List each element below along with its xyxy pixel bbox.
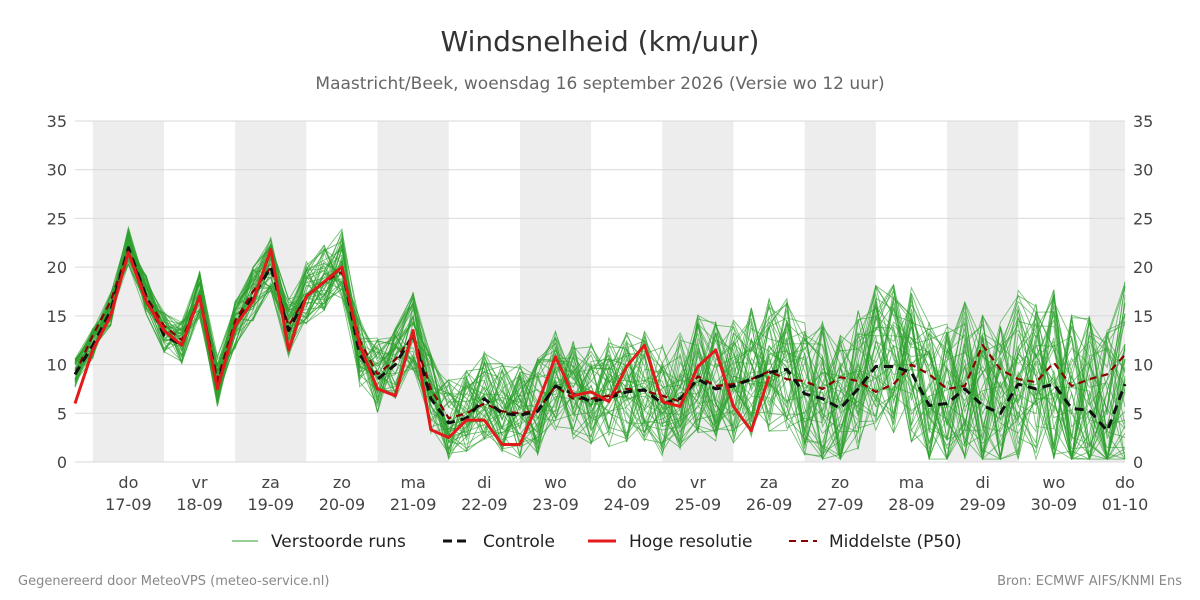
footer-generated-by: Gegenereerd door MeteoVPS (meteo-service…	[18, 574, 329, 589]
x-tick-date: 26-09	[746, 495, 793, 514]
x-tick-date: 29-09	[959, 495, 1006, 514]
ensemble-run-line	[74, 243, 1126, 461]
x-axis: do 17-09 vr 18-09 za 19-09 zo 20-09 ma 21-09 di 22-…	[105, 473, 1148, 514]
footer-source: Bron: ECMWF AIFS/KNMI Ens	[997, 574, 1182, 589]
x-tick-date: 21-09	[390, 495, 437, 514]
legend-label-control: Controle	[483, 532, 555, 552]
x-tick-date: 19-09	[248, 495, 295, 514]
x-tick-date: 20-09	[319, 495, 366, 514]
x-tick-weekday: do	[1115, 473, 1135, 492]
x-tick-date: 18-09	[176, 495, 223, 514]
x-tick-weekday: zo	[831, 473, 849, 492]
y-tick-label-right: 10	[1133, 356, 1153, 375]
x-tick-weekday: wo	[544, 473, 567, 492]
y-tick-label-left: 35	[47, 112, 67, 131]
x-tick-date: 27-09	[817, 495, 864, 514]
y-tick-label-right: 5	[1133, 404, 1143, 423]
x-tick-date: 28-09	[888, 495, 935, 514]
series-line-control	[73, 246, 1127, 433]
x-tick-weekday: di	[477, 473, 492, 492]
y-tick-label-left: 5	[57, 404, 67, 423]
y-tick-label-left: 0	[57, 453, 67, 472]
legend-label-perturbed: Verstoorde runs	[271, 532, 406, 552]
chart-subtitle: Maastricht/Beek, woensdag 16 september 2…	[315, 74, 884, 94]
y-tick-label-right: 30	[1133, 161, 1153, 180]
main-series	[73, 246, 1127, 446]
y-tick-label-left: 10	[47, 356, 67, 375]
x-tick-date: 17-09	[105, 495, 152, 514]
x-tick-weekday: za	[262, 473, 280, 492]
ensemble-run-line	[74, 247, 1126, 461]
y-tick-label-right: 0	[1133, 453, 1143, 472]
day-band	[92, 121, 164, 462]
y-tick-label-right: 20	[1133, 258, 1153, 277]
legend-label-high-res: Hoge resolutie	[629, 532, 753, 552]
y-tick-label-right: 15	[1133, 307, 1153, 326]
y-axis-right: 0 5 10 15 20 25 30 35	[1133, 112, 1153, 472]
ensemble-run-line	[74, 243, 1126, 460]
legend: Verstoorde runs Controle Hoge resolutie …	[232, 532, 962, 552]
x-tick-weekday: za	[760, 473, 778, 492]
x-tick-date: 23-09	[532, 495, 579, 514]
chart-title: Windsnelheid (km/uur)	[441, 25, 760, 58]
y-tick-label-right: 35	[1133, 112, 1153, 131]
legend-label-median: Middelste (P50)	[829, 532, 962, 552]
y-axis-left: 0 5 10 15 20 25 30 35	[47, 112, 67, 472]
ensemble-runs	[74, 225, 1126, 461]
y-tick-label-left: 25	[47, 209, 67, 228]
y-tick-label-right: 25	[1133, 209, 1153, 228]
series-line-median	[73, 248, 1126, 420]
ensemble-run-line	[74, 234, 1126, 460]
x-tick-weekday: do	[118, 473, 138, 492]
series-line-high-res	[73, 248, 771, 446]
x-tick-date: 22-09	[461, 495, 508, 514]
y-tick-label-left: 15	[47, 307, 67, 326]
x-tick-weekday: vr	[690, 473, 706, 492]
y-tick-label-left: 30	[47, 161, 67, 180]
ensemble-run-line	[74, 234, 1126, 460]
x-tick-weekday: zo	[333, 473, 351, 492]
x-tick-date: 24-09	[603, 495, 650, 514]
x-tick-weekday: vr	[192, 473, 208, 492]
x-tick-date: 01-10	[1102, 495, 1149, 514]
x-tick-weekday: ma	[899, 473, 924, 492]
y-tick-label-left: 20	[47, 258, 67, 277]
x-tick-date: 30-09	[1031, 495, 1078, 514]
x-tick-date: 25-09	[675, 495, 722, 514]
ensemble-run-line	[74, 244, 1126, 461]
x-tick-weekday: di	[975, 473, 990, 492]
x-tick-weekday: do	[617, 473, 637, 492]
x-tick-weekday: ma	[400, 473, 425, 492]
x-tick-weekday: wo	[1042, 473, 1065, 492]
